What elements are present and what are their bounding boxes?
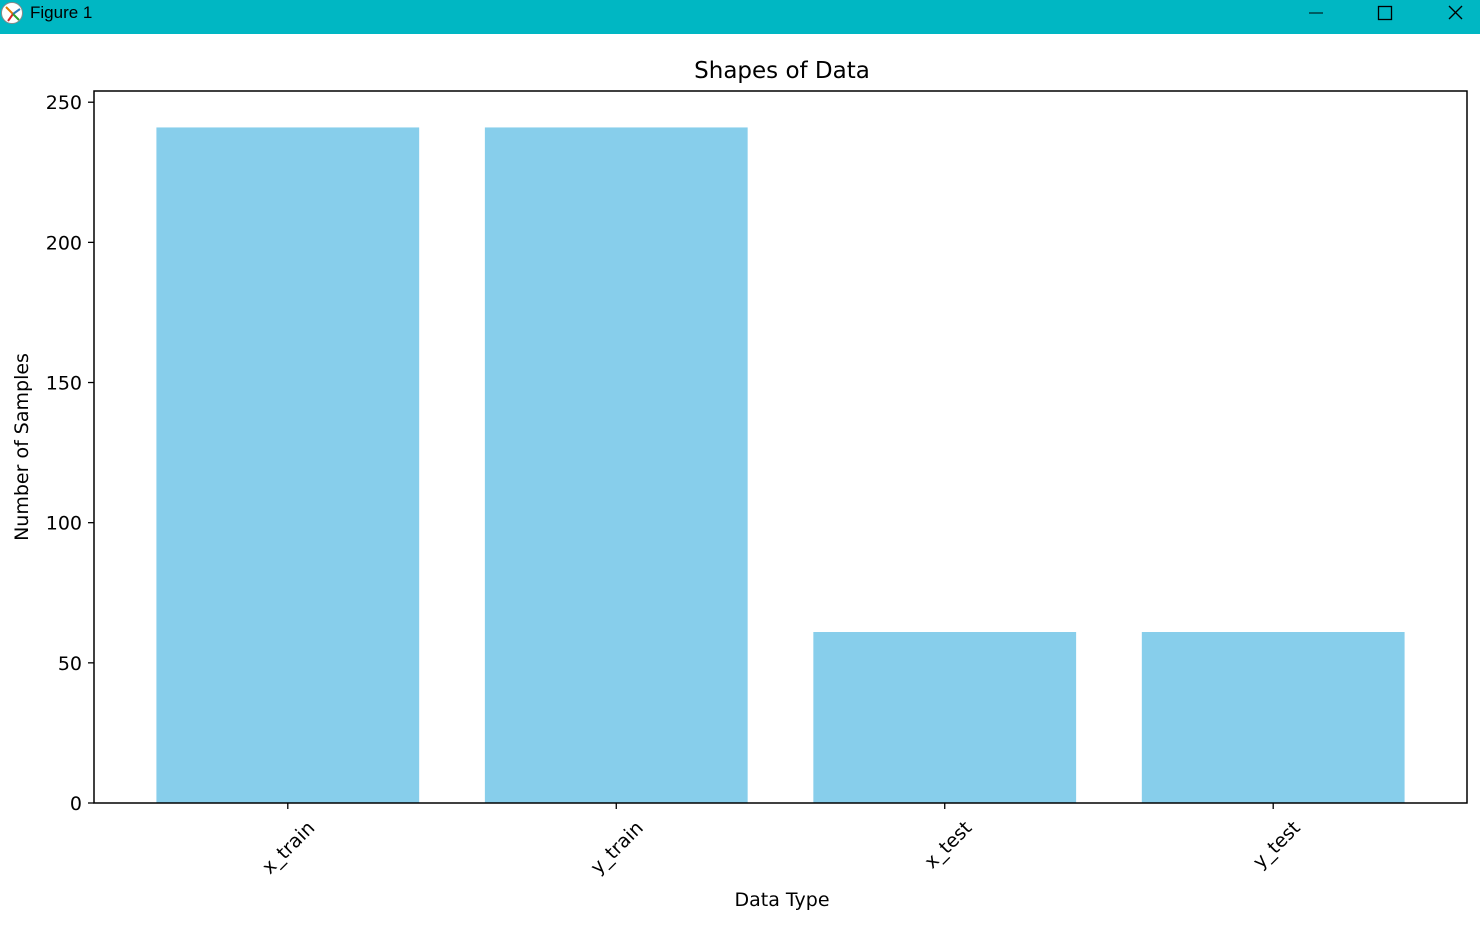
x-axis-label: Data Type: [734, 889, 829, 911]
app-icon: [1, 2, 23, 24]
y-tick-label: 200: [46, 232, 82, 254]
y-tick-label: 50: [58, 653, 82, 675]
y-tick-label: 250: [46, 92, 82, 114]
window-titlebar[interactable]: Figure 1: [0, 0, 1480, 34]
maximize-button[interactable]: [1350, 0, 1420, 26]
window-title: Figure 1: [30, 3, 93, 22]
bar-x-train: [156, 127, 420, 804]
chart-title: Shapes of Data: [694, 58, 870, 84]
minimize-button[interactable]: [1281, 0, 1351, 26]
close-button[interactable]: [1420, 0, 1480, 26]
y-axis-label: Number of Samples: [11, 353, 33, 541]
minimize-icon: [1309, 12, 1323, 14]
x-tick-label: x_test: [920, 817, 976, 873]
plot-frame: [93, 90, 1468, 804]
y-axis-ticks: 0 50 100 150 200 250: [46, 92, 94, 815]
y-tick-label: 150: [46, 373, 82, 395]
figure-canvas: Shapes of Data Data Type Number of Sampl…: [0, 34, 1480, 930]
x-tick-label: y_train: [586, 817, 648, 879]
bar-group: [156, 127, 1405, 804]
x-axis-ticks: x_train y_train x_test y_test: [258, 803, 1305, 878]
bar-y-train: [484, 127, 748, 804]
x-tick-label: y_test: [1249, 817, 1305, 873]
maximize-icon: [1377, 5, 1393, 21]
bar-x-test: [813, 632, 1077, 803]
bar-chart: Shapes of Data Data Type Number of Sampl…: [11, 58, 1468, 911]
y-tick-label: 0: [70, 793, 82, 815]
y-tick-label: 100: [46, 513, 82, 535]
x-tick-label: x_train: [258, 817, 320, 879]
close-icon: [1448, 5, 1463, 20]
bar-y-test: [1141, 632, 1405, 803]
